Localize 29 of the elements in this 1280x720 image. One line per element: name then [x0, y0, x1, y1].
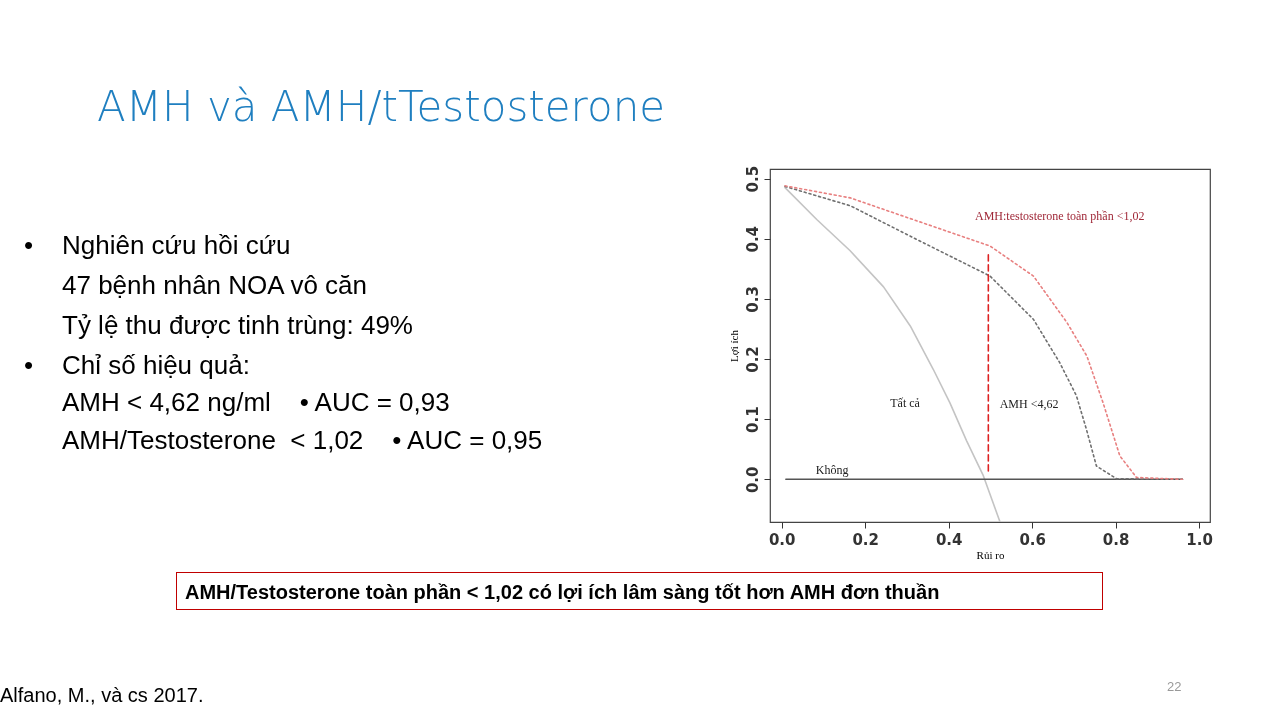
- text: 22: [1167, 679, 1182, 694]
- y-tick-label: 0.2: [743, 346, 762, 373]
- y-tick-label: 0.1: [743, 406, 762, 433]
- text: AMH và AMH/tTestosterone: [97, 82, 666, 131]
- y-tick-label: 0.3: [743, 286, 762, 313]
- series-label: Tất cả: [890, 395, 921, 410]
- y-tick-label: 0.0: [743, 466, 762, 494]
- x-axis-title: Rủi ro: [976, 548, 1005, 561]
- x-tick-label: 0.4: [935, 530, 963, 549]
- text: Tỷ lệ thu được tinh trùng: 49%: [62, 310, 413, 341]
- x-tick-label: 1.0: [1186, 530, 1213, 549]
- text: • Nghiên cứu hồi cứu: [24, 230, 291, 261]
- text: AMH/Testosterone < 1,02 • AUC = 0,95: [62, 425, 543, 456]
- text: 47 bệnh nhân NOA vô căn: [62, 270, 368, 301]
- x-tick-label: 0.6: [1019, 530, 1046, 549]
- y-tick-label: 0.5: [743, 165, 762, 193]
- y-tick-label: 0.4: [743, 225, 762, 253]
- text: AMH < 4,62 ng/ml • AUC = 0,93: [62, 387, 450, 418]
- series-label: AMH <4,62: [999, 396, 1059, 411]
- x-tick-label: 0.0: [768, 530, 796, 549]
- line-series: [784, 185, 1184, 481]
- series-label: Không: [815, 463, 849, 478]
- text: Alfano, M., và cs 2017.: [0, 684, 204, 707]
- text: AMH/Testosterone toàn phần < 1,02 có lợi ích lâm sàng tốt hơn AMH đơn thuần: [176, 572, 1103, 610]
- x-tick-label: 0.8: [1102, 530, 1130, 549]
- y-axis-title: Lợi ích: [727, 329, 740, 362]
- x-tick-label: 0.2: [852, 530, 879, 549]
- series-label: AMH:testosterone toàn phần <1,02: [975, 208, 1145, 223]
- text: • Chỉ số hiệu quả:: [24, 350, 250, 381]
